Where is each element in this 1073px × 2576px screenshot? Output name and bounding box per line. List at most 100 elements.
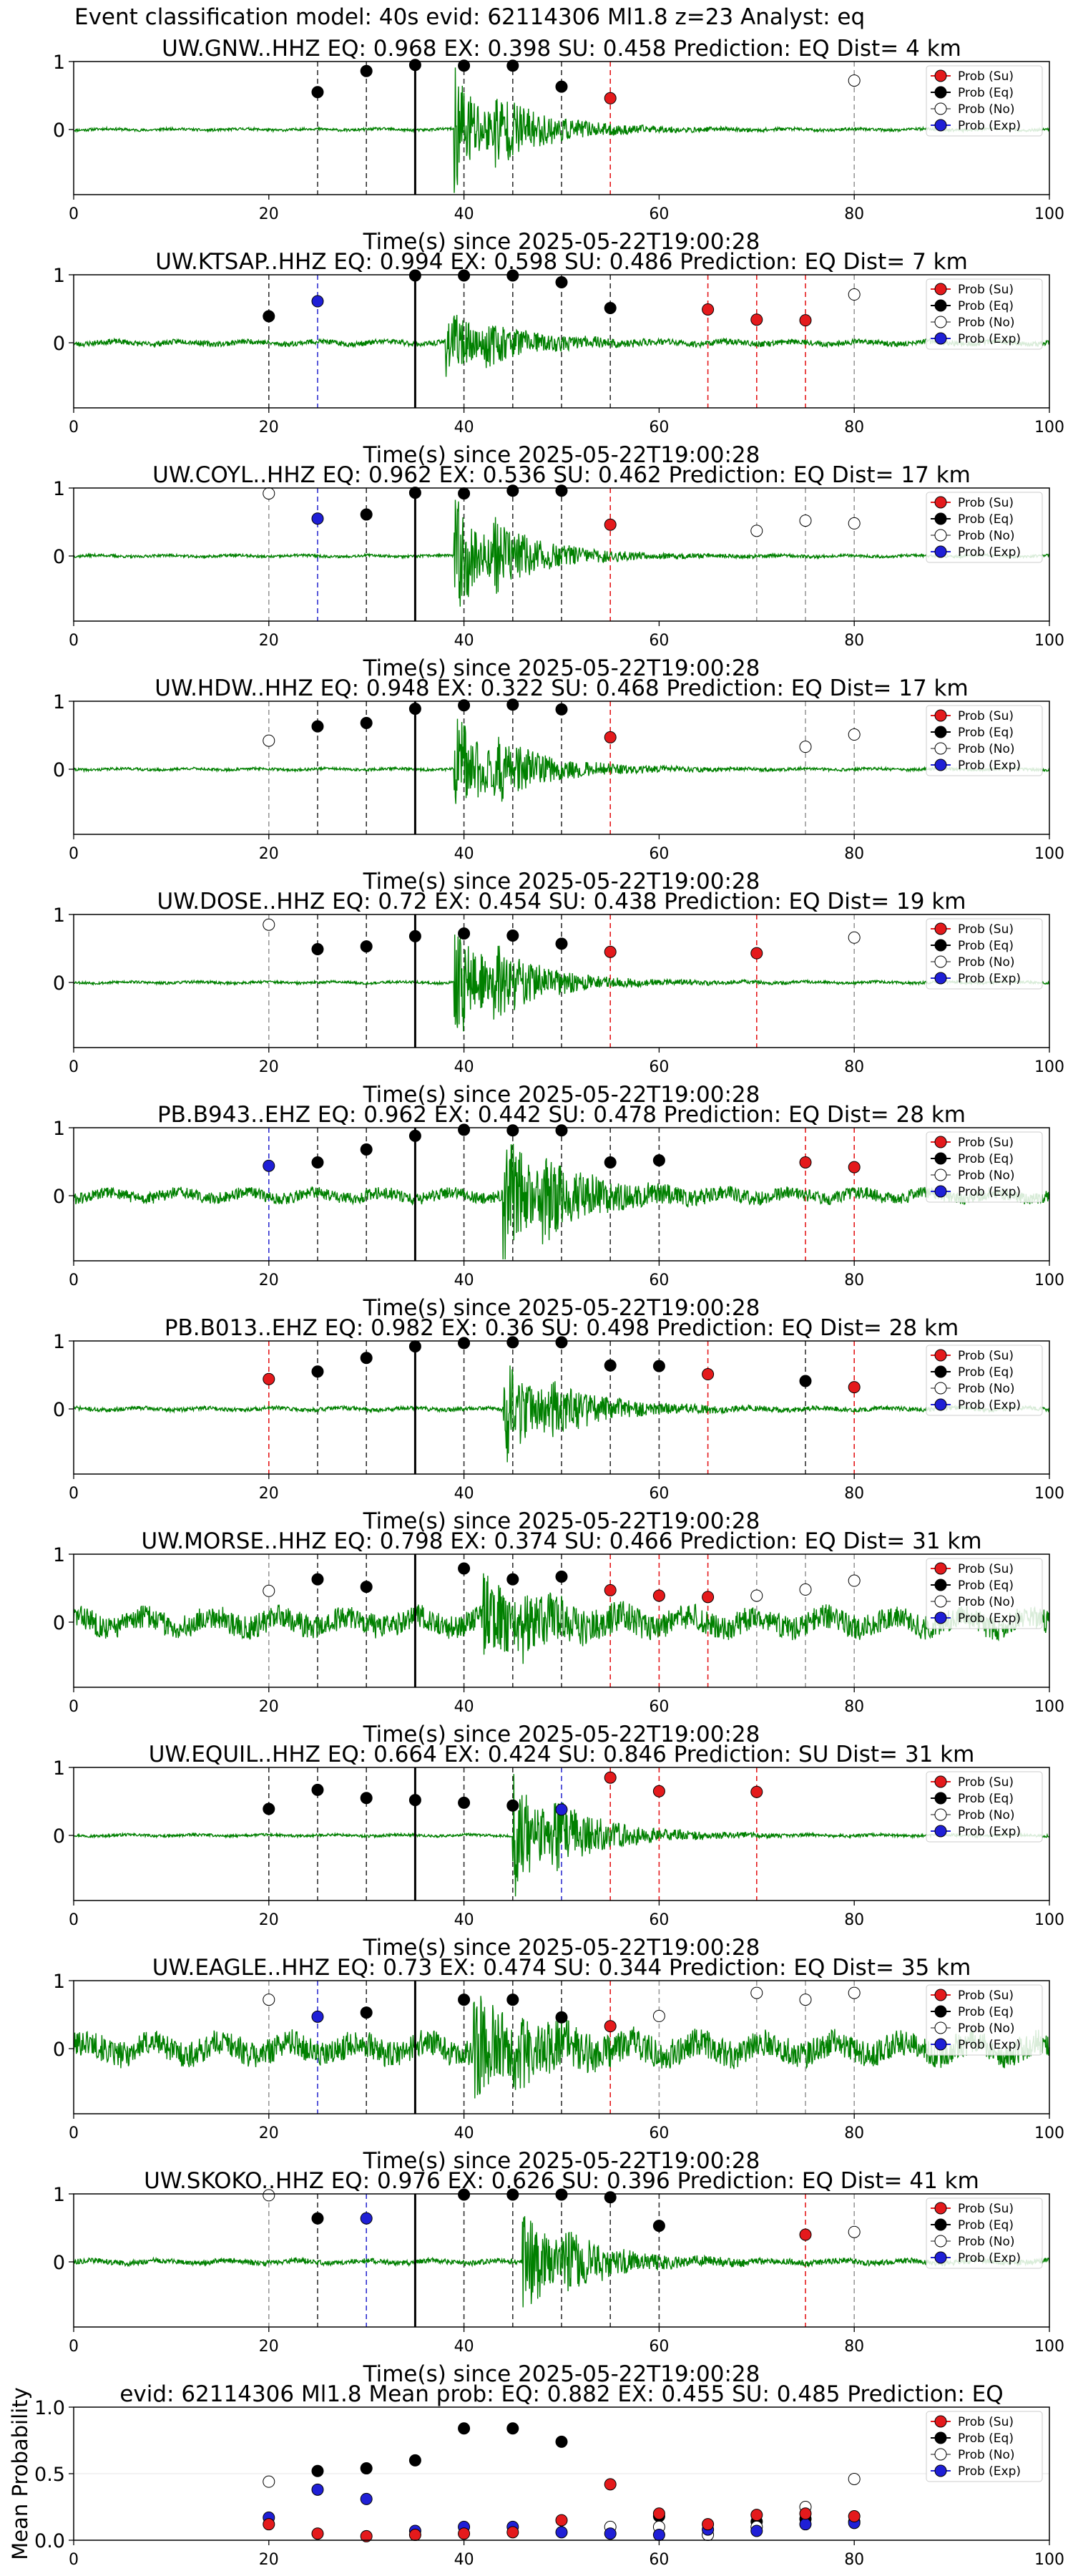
prob-marker-eq [506, 484, 519, 497]
prob-marker-exp [555, 1803, 568, 1816]
prob-marker-eq [311, 86, 324, 99]
legend-label: Prob (Eq) [958, 512, 1014, 527]
legend-marker-eq [934, 1792, 947, 1805]
legend-label: Prob (Exp) [958, 2038, 1021, 2052]
mean-marker-eq [506, 2422, 519, 2435]
x-tick-label: 40 [454, 419, 474, 436]
x-tick-label: 40 [454, 1911, 474, 1929]
prob-marker-exp [263, 1159, 275, 1172]
legend-label: Prob (Eq) [958, 1152, 1014, 1166]
prob-marker-eq [555, 1336, 568, 1349]
panel-title: UW.HDW..HHZ EQ: 0.948 EX: 0.322 SU: 0.46… [155, 675, 968, 701]
x-tick-label: 100 [1034, 205, 1064, 223]
y-tick-label: 1 [53, 1331, 65, 1353]
legend-marker-no [934, 2235, 947, 2248]
station-panel-7: PB.B013..EHZ EQ: 0.982 EX: 0.36 SU: 0.49… [53, 1315, 1064, 1534]
prob-marker-eq [360, 1792, 373, 1805]
legend-marker-su [934, 1136, 947, 1148]
legend-marker-eq [934, 939, 947, 952]
legend-marker-eq [934, 512, 947, 525]
prob-marker-eq [360, 508, 373, 521]
legend-marker-eq [934, 86, 947, 99]
prob-marker-su [702, 1368, 715, 1381]
prob-marker-no [263, 1994, 275, 2006]
station-panel-8: UW.MORSE..HHZ EQ: 0.798 EX: 0.374 SU: 0.… [53, 1528, 1064, 1747]
x-tick-label: 20 [259, 2124, 279, 2142]
prob-marker-eq [311, 1156, 324, 1169]
plot-frame [73, 2406, 1050, 2541]
legend-label: Prob (Exp) [958, 2251, 1021, 2265]
prob-marker-eq [408, 1129, 421, 1142]
legend-label: Prob (Exp) [958, 1398, 1021, 1413]
prob-marker-no [848, 728, 861, 741]
prob-marker-eq [652, 1360, 665, 1372]
prob-marker-su [848, 1161, 861, 1174]
prob-marker-eq [604, 302, 617, 315]
plot-frame [73, 1553, 1050, 1688]
legend-label: Prob (Su) [958, 1775, 1014, 1790]
y-tick-label: 0 [53, 333, 65, 355]
prob-marker-eq [311, 1573, 324, 1586]
legend-box [926, 705, 1043, 776]
x-axis-label: Time(s) since 2025-05-22T19:00:28 [363, 655, 760, 681]
legend-label: Prob (Exp) [958, 332, 1021, 346]
y-tick-label: 0 [53, 1399, 65, 1421]
prob-marker-eq [555, 2188, 568, 2201]
legend-label: Prob (Su) [958, 496, 1014, 510]
x-tick-label: 40 [454, 1485, 474, 1503]
y-tick-label: 1 [53, 1544, 65, 1566]
mean-marker-su [555, 2514, 568, 2527]
station-panel-1: UW.GNW..HHZ EQ: 0.968 EX: 0.398 SU: 0.45… [53, 36, 1064, 255]
prob-marker-su [750, 947, 763, 960]
x-tick-label: 60 [649, 2124, 669, 2142]
mean-probability-panel: evid: 62114306 Ml1.8 Mean prob: EQ: 0.88… [8, 2381, 1064, 2569]
legend-label: Prob (Eq) [958, 2218, 1014, 2233]
prob-marker-eq [311, 2212, 324, 2225]
x-tick-label: 40 [454, 2124, 474, 2142]
prob-marker-eq [263, 1802, 275, 1815]
prob-marker-no [750, 525, 763, 537]
mean-marker-eq [408, 2454, 421, 2467]
prob-marker-eq [506, 269, 519, 282]
legend: Prob (Su) Prob (Eq) Prob (No) Prob (Exp) [926, 278, 1043, 350]
prob-marker-no [799, 514, 812, 527]
prob-marker-su [750, 313, 763, 326]
x-tick-label: 0 [69, 419, 79, 436]
prob-marker-no [750, 1986, 763, 1999]
prob-marker-eq [506, 929, 519, 942]
prob-marker-exp [311, 295, 324, 308]
legend-label: Prob (Exp) [958, 758, 1021, 773]
prob-marker-su [604, 518, 617, 531]
legend-marker-exp [934, 2038, 947, 2051]
prob-marker-su [604, 731, 617, 743]
legend-label: Prob (No) [958, 102, 1015, 117]
prob-marker-su [652, 1589, 665, 1602]
mean-marker-su [458, 2527, 471, 2540]
prob-marker-su [702, 1591, 715, 1604]
prob-marker-exp [360, 2212, 373, 2225]
y-tick-label: 0 [53, 972, 65, 995]
panel-title: UW.GNW..HHZ EQ: 0.968 EX: 0.398 SU: 0.45… [162, 36, 961, 62]
prob-marker-eq [458, 487, 471, 500]
mean-marker-su [750, 2509, 763, 2522]
prob-marker-eq [360, 1143, 373, 1156]
plot-frame [73, 274, 1050, 409]
legend-label: Prob (Eq) [958, 299, 1014, 313]
legend-label: Prob (No) [958, 955, 1015, 970]
x-tick-label: 60 [649, 205, 669, 223]
x-tick-label: 100 [1034, 632, 1064, 650]
legend-label: Prob (Eq) [958, 1579, 1014, 1593]
legend-marker-eq [934, 299, 947, 312]
mean-marker-eq [555, 2435, 568, 2448]
prob-marker-eq [360, 64, 373, 77]
x-tick-label: 40 [454, 2551, 474, 2569]
panel-title: UW.DOSE..HHZ EQ: 0.72 EX: 0.454 SU: 0.43… [157, 889, 966, 914]
mean-marker-su [360, 2529, 373, 2542]
prob-marker-eq [408, 702, 421, 715]
y-tick-label: 0 [53, 759, 65, 781]
panel-title: PB.B943..EHZ EQ: 0.962 EX: 0.442 SU: 0.4… [157, 1102, 966, 1128]
legend-marker-su [934, 1775, 947, 1788]
legend-marker-no [934, 955, 947, 968]
mean-marker-su [652, 2507, 665, 2520]
y-tick-label: 1 [53, 1118, 65, 1140]
